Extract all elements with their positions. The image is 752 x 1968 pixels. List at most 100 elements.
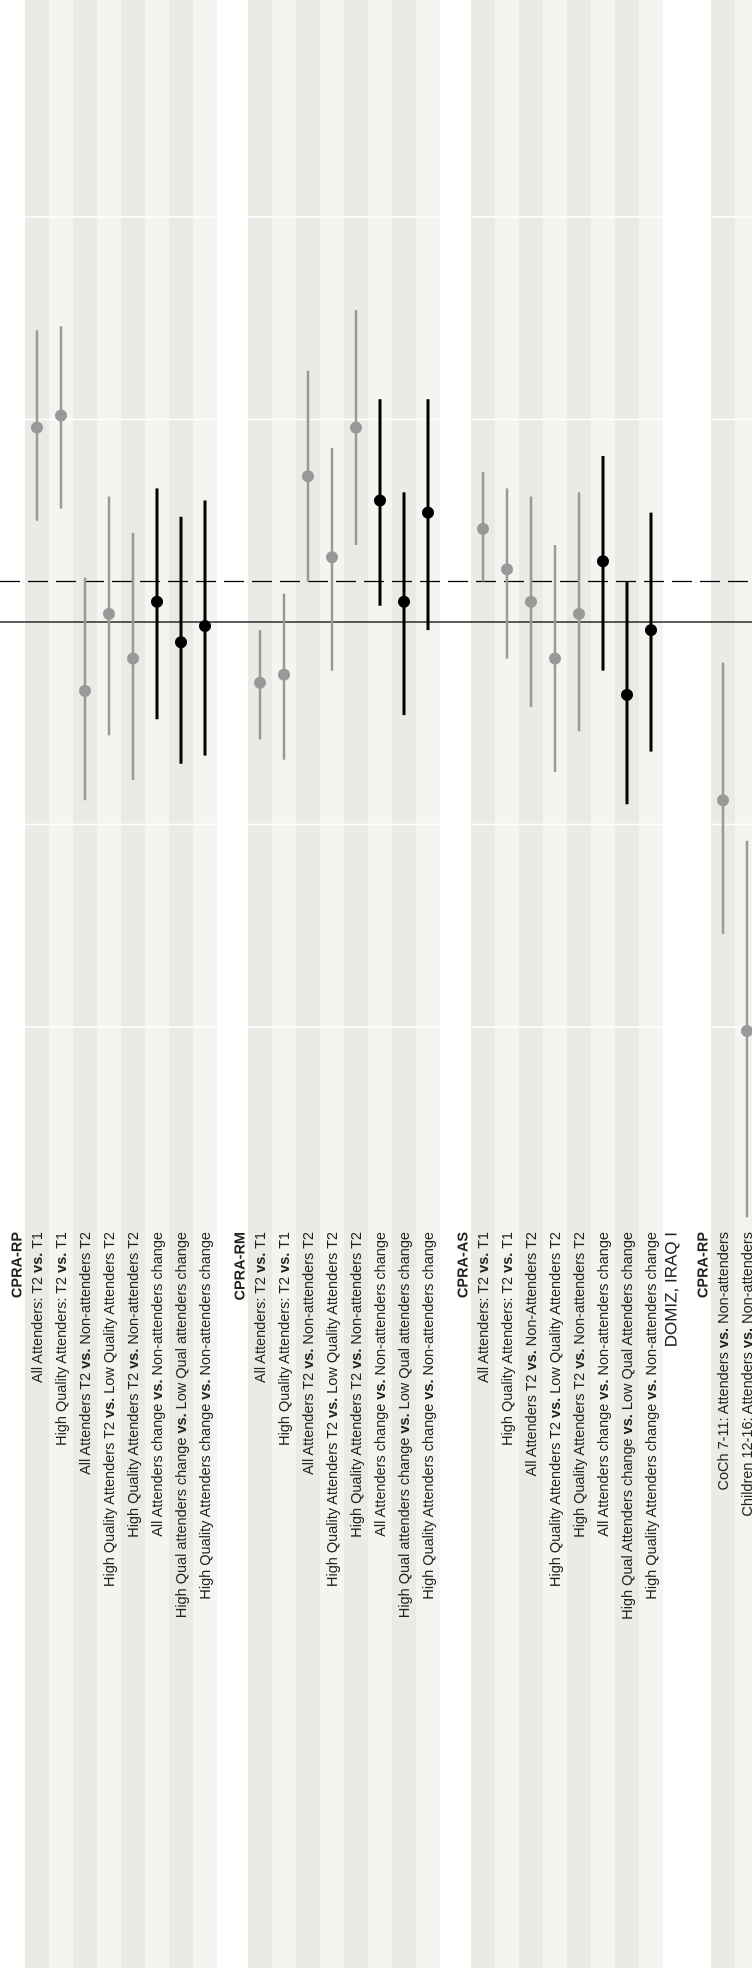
label-part: vs. — [421, 1380, 437, 1400]
estimate-point — [254, 676, 266, 689]
row-label: High Qual attenders change vs. Low Qual … — [397, 1232, 413, 1618]
row-stripe — [567, 0, 591, 1968]
label-part: All Attenders: T2 — [476, 1273, 492, 1383]
row-label: All Attenders T2 vs. Non-attenders T2 — [78, 1232, 94, 1475]
label-part: vs. — [78, 1349, 94, 1369]
label-part: Low Quality Attenders T2 — [325, 1232, 341, 1398]
estimate-point — [302, 470, 314, 483]
label-part: T1 — [54, 1232, 70, 1253]
row-label: High Quality Attenders change vs. Non-at… — [644, 1232, 660, 1600]
label-part: T1 — [253, 1232, 269, 1253]
estimate-point — [549, 652, 561, 665]
label-part: All Attenders change — [373, 1400, 389, 1537]
label-part: CPRA-RM — [233, 1232, 249, 1300]
label-part: High Quality Attenders T2 — [325, 1418, 341, 1587]
label-part: All Attenders change — [596, 1400, 612, 1537]
estimate-point — [103, 607, 115, 620]
estimate-point — [31, 421, 43, 434]
row-label: All Attenders T2 vs. Non-attenders T2 — [301, 1232, 317, 1475]
label-part: Low Quality Attenders T2 — [102, 1232, 118, 1398]
label-part: All Attenders: T2 — [253, 1273, 269, 1383]
estimate-point — [717, 794, 729, 807]
label-part: vs. — [126, 1349, 142, 1369]
row-label: All Attenders: T2 vs. T1 — [30, 1232, 46, 1383]
row-stripe — [248, 0, 272, 1968]
row-label: High Quality Attenders T2 vs. Low Qualit… — [102, 1232, 118, 1587]
label-part: High Quality Attenders T2 — [548, 1418, 564, 1587]
label-part: vs. — [620, 1414, 636, 1434]
label-part: All Attenders: T2 — [30, 1273, 46, 1383]
estimate-point — [127, 652, 139, 665]
estimate-point — [175, 636, 187, 649]
label-part: Non-attenders T2 — [78, 1232, 94, 1349]
label-part: vs. — [277, 1253, 293, 1273]
row-label: Children 12-16: Attenders vs. Non-attend… — [740, 1232, 752, 1517]
label-part: Non-attenders T2 — [349, 1232, 365, 1349]
label-part: High Qual Attenders change — [620, 1434, 636, 1619]
label-part: Low Qual attenders change — [174, 1232, 190, 1413]
label-part: Non-attenders change — [373, 1232, 389, 1380]
row-label: High Quality Attenders T2 vs. Non-attend… — [572, 1232, 588, 1538]
label-part: CoCh 7-11: Attenders — [716, 1348, 732, 1490]
label-part: vs. — [54, 1253, 70, 1273]
estimate-point — [741, 1025, 752, 1038]
row-stripe — [543, 0, 567, 1968]
label-part: CPRA-AS — [456, 1232, 472, 1298]
label-part: Non-attenders change — [596, 1232, 612, 1380]
label-part: High Quality Attenders: T2 — [54, 1273, 70, 1446]
row-stripe — [320, 0, 344, 1968]
row-stripe — [25, 0, 49, 1968]
row-stripe — [368, 0, 392, 1968]
label-part: High Quality Attenders T2 — [349, 1369, 365, 1538]
label-part: High Quality Attenders change — [644, 1400, 660, 1600]
row-stripe — [193, 0, 217, 1968]
label-part: vs. — [572, 1349, 588, 1369]
group-header: CPRA-RP — [696, 1232, 712, 1298]
label-part: High Quality Attenders change — [198, 1400, 214, 1600]
label-part: Non-attenders change — [421, 1232, 437, 1380]
row-stripe — [519, 0, 543, 1968]
row-label: High Quality Attenders: T2 vs. T1 — [277, 1232, 293, 1446]
row-label: High Quality Attenders: T2 vs. T1 — [500, 1232, 516, 1446]
estimate-point — [525, 595, 537, 608]
row-stripe — [416, 0, 440, 1968]
estimate-point — [422, 506, 434, 519]
estimate-point — [501, 563, 513, 576]
label-part: High Quality Attenders change — [421, 1400, 437, 1600]
estimate-point — [326, 551, 338, 564]
row-label: High Qual attenders change vs. Low Qual … — [174, 1232, 190, 1618]
label-part: vs. — [174, 1413, 190, 1433]
estimate-point — [199, 620, 211, 633]
row-label: All Attenders change vs. Non-attenders c… — [373, 1232, 389, 1537]
row-label: All Attenders change vs. Non-attenders c… — [596, 1232, 612, 1537]
estimate-point — [79, 684, 91, 697]
row-label: High Quality Attenders change vs. Non-at… — [421, 1232, 437, 1600]
row-label: All Attenders T2 vs. Non-Attenders T2 — [524, 1232, 540, 1477]
label-part: High Quality Attenders T2 — [572, 1369, 588, 1538]
row-stripe — [121, 0, 145, 1968]
label-part: Children 12-16: Attenders — [740, 1348, 752, 1516]
label-part: vs. — [150, 1380, 166, 1400]
label-part: CPRA-RP — [10, 1232, 26, 1298]
label-part: vs. — [30, 1253, 46, 1273]
row-stripe — [272, 0, 296, 1968]
label-part: T1 — [500, 1232, 516, 1253]
estimate-point — [597, 555, 609, 568]
group-header: CPRA-RM — [233, 1232, 249, 1300]
estimate-point — [477, 522, 489, 535]
group-header: CPRA-RP — [10, 1232, 26, 1298]
row-stripe — [591, 0, 615, 1968]
row-stripe — [97, 0, 121, 1968]
row-stripe — [735, 0, 752, 1968]
label-part: vs. — [102, 1398, 118, 1418]
label-part: All Attenders T2 — [78, 1369, 94, 1475]
row-stripe — [145, 0, 169, 1968]
row-stripe — [639, 0, 663, 1968]
label-part: vs. — [548, 1398, 564, 1418]
label-part: All Attenders change — [150, 1400, 166, 1537]
label-part: vs. — [349, 1349, 365, 1369]
row-stripe — [392, 0, 416, 1968]
row-label: CoCh 7-11: Attenders vs. Non-attenders — [716, 1232, 732, 1491]
row-label: High Quality Attenders change vs. Non-at… — [198, 1232, 214, 1600]
